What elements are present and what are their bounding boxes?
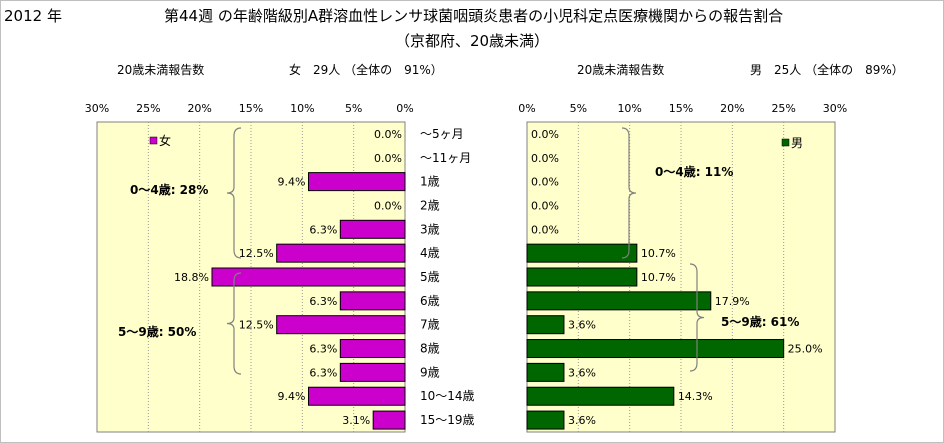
male-xtick-label: 25%: [771, 102, 795, 115]
female-bar: [276, 243, 406, 263]
age-category-label: ～11ヶ月: [420, 151, 471, 165]
age-category-label: 10～14歳: [420, 389, 475, 403]
age-category-label: 7歳: [420, 318, 440, 332]
female-value-label: 6.3%: [309, 366, 337, 379]
female-bar: [276, 315, 406, 335]
age-category-label: 15～19歳: [420, 413, 475, 427]
female-xtick-label: 20%: [187, 102, 211, 115]
male-bar: [526, 410, 565, 430]
male-value-label: 10.7%: [641, 247, 676, 260]
female-value-label: 6.3%: [309, 343, 337, 356]
female-brace-5-9: [226, 272, 242, 375]
year-label: 2012 年: [4, 7, 62, 25]
female-annotation-0-4: 0～4歳: 28%: [130, 182, 208, 197]
male-value-label: 3.6%: [568, 414, 596, 427]
male-bar: [526, 386, 675, 406]
female-bar: [339, 291, 406, 311]
age-category-label: 5歳: [420, 270, 440, 284]
male-value-label: 25.0%: [788, 343, 823, 356]
female-bar: [307, 172, 406, 192]
male-xtick-label: 10%: [617, 102, 641, 115]
age-category-label: 9歳: [420, 365, 440, 379]
male-bar: [526, 243, 638, 263]
female-xtick-label: 5%: [345, 102, 362, 115]
female-value-label: 6.3%: [309, 223, 337, 236]
male-annotation-5-9: 5～9歳: 61%: [721, 314, 799, 329]
male-value-label: 0.0%: [531, 199, 559, 212]
age-category-label: 4歳: [420, 246, 440, 260]
male-bar: [526, 291, 712, 311]
female-value-label: 12.5%: [239, 247, 274, 260]
female-count-label: 20歳未満報告数: [117, 63, 205, 77]
female-bar: [339, 362, 406, 382]
male-legend-label: 男: [791, 136, 803, 150]
female-value-label: 0.0%: [374, 199, 402, 212]
male-value-label: 0.0%: [531, 176, 559, 189]
female-xtick-label: 30%: [85, 102, 109, 115]
age-category-label: 3歳: [420, 222, 440, 236]
female-value-label: 6.3%: [309, 295, 337, 308]
male-annotation-0-4: 0～4歳: 11%: [655, 164, 733, 179]
age-category-label: 2歳: [420, 198, 440, 212]
female-legend-swatch: [149, 136, 158, 145]
male-summary: 男 25人 （全体の 89%）: [750, 63, 904, 77]
chart-subtitle: （京都府、20歳未満）: [394, 32, 550, 50]
male-xtick-label: 0%: [518, 102, 535, 115]
male-bar: [526, 339, 785, 359]
male-value-label: 0.0%: [531, 223, 559, 236]
male-bar: [526, 267, 638, 287]
male-xtick-label: 20%: [720, 102, 744, 115]
male-brace-5-9: [689, 263, 705, 372]
male-value-label: 0.0%: [531, 128, 559, 141]
male-value-label: 14.3%: [678, 390, 713, 403]
age-category-label: ～5ヶ月: [420, 127, 464, 141]
male-value-label: 0.0%: [531, 152, 559, 165]
age-category-label: 1歳: [420, 175, 440, 189]
female-value-label: 18.8%: [174, 271, 209, 284]
female-bar: [211, 267, 406, 287]
female-summary: 女 29人 （全体の 91%）: [289, 63, 443, 77]
female-value-label: 0.0%: [374, 128, 402, 141]
female-bar: [307, 386, 406, 406]
male-value-label: 10.7%: [641, 271, 676, 284]
female-value-label: 0.0%: [374, 152, 402, 165]
female-annotation-5-9: 5～9歳: 50%: [118, 324, 196, 339]
female-legend-label: 女: [159, 133, 171, 148]
female-brace-0-4: [226, 127, 242, 259]
male-bar: [526, 362, 565, 382]
male-bar: [526, 315, 565, 335]
age-category-label: 6歳: [420, 294, 440, 308]
male-brace-0-4: [621, 127, 637, 259]
female-xtick-label: 0%: [396, 102, 413, 115]
age-category-label: 8歳: [420, 342, 440, 356]
female-xtick-label: 10%: [290, 102, 314, 115]
chart-title: 第44週 の年齢階級別A群溶血性レンサ球菌咽頭炎患者の小児科定点医療機関からの報…: [164, 7, 784, 25]
female-value-label: 9.4%: [278, 390, 306, 403]
female-value-label: 3.1%: [342, 414, 370, 427]
male-value-label: 17.9%: [715, 295, 750, 308]
female-xtick-label: 15%: [239, 102, 263, 115]
male-xtick-label: 15%: [669, 102, 693, 115]
female-xtick-label: 25%: [136, 102, 160, 115]
male-xtick-label: 30%: [823, 102, 847, 115]
male-value-label: 3.6%: [568, 366, 596, 379]
female-value-label: 9.4%: [278, 176, 306, 189]
female-bar: [372, 410, 406, 430]
female-value-label: 12.5%: [239, 319, 274, 332]
male-xtick-label: 5%: [570, 102, 587, 115]
female-bar: [339, 219, 406, 239]
male-value-label: 3.6%: [568, 319, 596, 332]
male-legend-swatch: [781, 138, 790, 147]
male-count-label: 20歳未満報告数: [577, 63, 665, 77]
female-bar: [339, 339, 406, 359]
